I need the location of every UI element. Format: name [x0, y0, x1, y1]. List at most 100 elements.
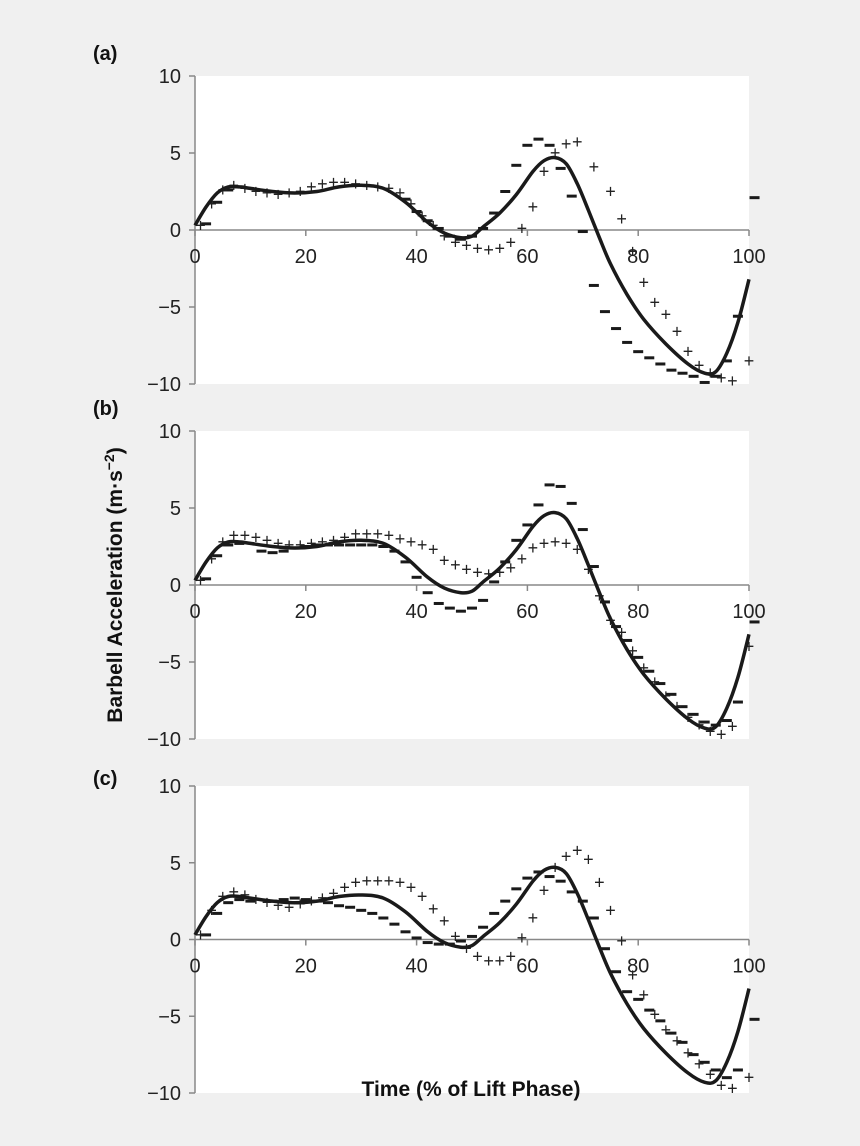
plus-marker: + [284, 897, 295, 917]
plus-marker: + [539, 533, 550, 553]
x-tick-label: 20 [295, 246, 317, 268]
plus-marker: + [506, 946, 517, 966]
y-tick-label: 5 [170, 853, 181, 875]
y-axis-title-exponent: −2 [101, 454, 117, 470]
plus-marker: + [705, 1065, 716, 1085]
y-tick-label: −10 [147, 729, 181, 751]
plus-marker: + [661, 686, 672, 706]
plus-marker: + [638, 658, 649, 678]
plus-marker: + [561, 533, 572, 553]
plus-marker: + [550, 143, 561, 163]
x-tick-label: 0 [189, 246, 200, 268]
y-tick-label: 10 [159, 776, 181, 798]
y-tick-label: 10 [159, 66, 181, 88]
plus-marker: + [373, 524, 384, 544]
plus-marker: + [683, 1043, 694, 1063]
solid-curve [193, 155, 751, 376]
plus-marker: + [217, 532, 228, 552]
x-tick-label: 40 [405, 601, 427, 623]
plus-marker: + [273, 185, 284, 205]
plus-marker: + [517, 549, 528, 569]
plus-marker: + [373, 871, 384, 891]
plus-marker: + [273, 896, 284, 916]
plus-marker: + [262, 183, 273, 203]
plus-marker: + [561, 847, 572, 867]
panel-label: (a) [93, 43, 117, 65]
y-tick-label: 5 [170, 143, 181, 165]
plus-marker: + [483, 951, 494, 971]
plus-marker: + [251, 527, 262, 547]
x-tick-label: 80 [627, 601, 649, 623]
y-tick-label: −5 [158, 1006, 181, 1028]
plus-marker: + [744, 1068, 755, 1088]
plus-marker: + [472, 563, 483, 583]
y-axis-title: Barbell Acceleration (m·s−2) [101, 447, 127, 722]
plus-marker: + [395, 873, 406, 893]
y-tick-label: 0 [170, 220, 181, 242]
plus-marker: + [240, 526, 251, 546]
x-axis-title: Time (% of Lift Phase) [362, 1078, 581, 1101]
plus-marker: + [572, 132, 583, 152]
y-tick-label: −10 [147, 374, 181, 396]
plus-marker: + [317, 532, 328, 552]
plus-marker: + [638, 272, 649, 292]
panel-label: (c) [93, 768, 117, 790]
y-tick-label: −5 [158, 297, 181, 319]
plus-marker: + [594, 873, 605, 893]
plus-marker: + [528, 538, 539, 558]
plus-marker: + [650, 672, 661, 692]
y-axis-title-close: ) [104, 447, 127, 454]
plus-marker: + [361, 871, 372, 891]
plus-marker: + [450, 232, 461, 252]
plus-marker: + [439, 911, 450, 931]
plus-marker: + [694, 1054, 705, 1074]
solid-curve [193, 510, 751, 731]
plus-marker: + [428, 899, 439, 919]
plus-marker: + [328, 172, 339, 192]
plus-marker: + [727, 1078, 738, 1098]
plus-marker: + [561, 134, 572, 154]
plus-marker: + [589, 157, 600, 177]
y-tick-label: 5 [170, 498, 181, 520]
plus-marker: + [417, 535, 428, 555]
plus-marker: + [517, 928, 528, 948]
plus-marker: + [650, 1005, 661, 1025]
plus-marker: + [350, 873, 361, 893]
plus-marker: + [339, 877, 350, 897]
x-tick-label: 100 [732, 601, 765, 623]
x-tick-label: 20 [295, 956, 317, 978]
plus-marker: + [350, 524, 361, 544]
x-tick-label: 80 [627, 956, 649, 978]
plus-marker: + [328, 530, 339, 550]
plus-marker: + [406, 194, 417, 214]
plus-marker: + [229, 882, 240, 902]
plus-marker: + [744, 637, 755, 657]
x-tick-label: 0 [189, 956, 200, 978]
plus-marker: + [727, 717, 738, 737]
plus-marker: + [229, 526, 240, 546]
plus-marker: + [361, 524, 372, 544]
plus-marker: + [727, 371, 738, 391]
plus-marker: + [539, 880, 550, 900]
plus-marker: + [461, 560, 472, 580]
plus-marker: + [494, 951, 505, 971]
y-tick-label: 10 [159, 421, 181, 443]
plus-marker: + [206, 194, 217, 214]
plus-marker: + [450, 555, 461, 575]
plus-marker: + [661, 305, 672, 325]
plus-marker: + [583, 850, 594, 870]
plus-marker: + [705, 721, 716, 741]
y-tick-label: 0 [170, 575, 181, 597]
panel-label: (b) [93, 398, 119, 420]
plus-marker: + [616, 623, 627, 643]
plus-marker: + [206, 549, 217, 569]
plus-marker: + [550, 532, 561, 552]
plus-marker: + [661, 1020, 672, 1040]
x-tick-label: 40 [405, 246, 427, 268]
plus-marker: + [716, 368, 727, 388]
plus-marker: + [572, 840, 583, 860]
plus-marker: + [716, 724, 727, 744]
plus-marker: + [683, 342, 694, 362]
